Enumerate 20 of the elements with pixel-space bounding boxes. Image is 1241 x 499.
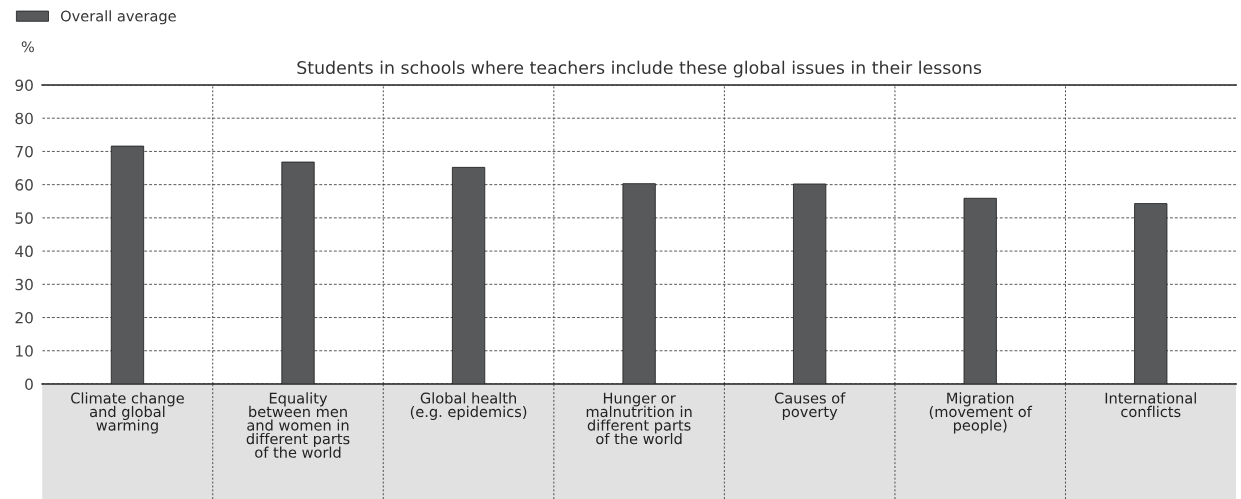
x-tick-label: Causes of poverty [774,392,846,420]
x-tick-label: Equality between men and women in different parts of the world [246,392,350,458]
y-tick-label: 80 [15,112,33,125]
y-tick-label: 20 [15,312,33,324]
y-tick-label: 0 [25,378,33,390]
y-tick-label: 10 [16,345,33,357]
y-axis-title: % [21,41,34,53]
chart-title: Students in schools where teachers include these global issues in their lessons [297,60,982,78]
legend-label: Overall average [60,10,176,25]
y-tick-label: 30 [15,278,33,291]
y-tick-label: 70 [15,145,33,158]
x-tick-label: International conflicts [1105,392,1196,418]
x-tick-label: Global health (e.g. epidemics) [410,392,527,420]
y-tick-label: 50 [15,212,33,224]
x-tick-label: Climate change and global warming [71,392,184,434]
x-tick-label: Hunger or malnutrition in different parts of the world [586,392,692,445]
y-tick-label: 60 [15,179,33,191]
y-tick-label: 40 [15,245,33,258]
y-tick-label: 90 [15,79,33,91]
x-tick-label: Migration (movement of people) [929,392,1033,434]
